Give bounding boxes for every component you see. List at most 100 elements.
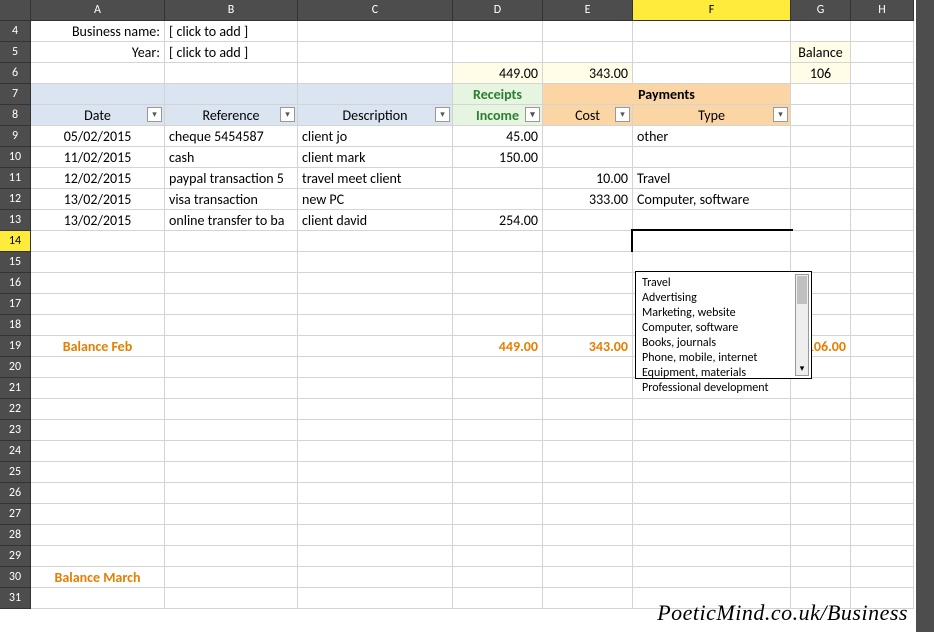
- cell[interactable]: [543, 399, 633, 420]
- cell[interactable]: [165, 546, 298, 567]
- cell[interactable]: [298, 420, 453, 441]
- cell[interactable]: [165, 63, 298, 84]
- col-hdr-B[interactable]: B: [165, 0, 298, 21]
- cell[interactable]: [851, 147, 914, 168]
- cell[interactable]: [453, 357, 543, 378]
- dropdown-option[interactable]: Books, journals: [642, 336, 805, 351]
- cell[interactable]: [543, 420, 633, 441]
- cell[interactable]: [165, 336, 298, 357]
- cell[interactable]: [31, 483, 165, 504]
- table-cell[interactable]: 254.00: [453, 210, 543, 231]
- cell[interactable]: [165, 399, 298, 420]
- cost-header[interactable]: Cost▾: [543, 105, 633, 126]
- cell[interactable]: [851, 567, 914, 588]
- reference-header[interactable]: Reference▾: [165, 105, 298, 126]
- table-cell[interactable]: 11/02/2015: [31, 147, 165, 168]
- cell[interactable]: [851, 21, 914, 42]
- cell[interactable]: [298, 357, 453, 378]
- row-hdr-22[interactable]: 22: [0, 399, 31, 420]
- income-header[interactable]: Income▾: [453, 105, 543, 126]
- cell[interactable]: [791, 168, 851, 189]
- table-cell[interactable]: visa transaction: [165, 189, 298, 210]
- cell[interactable]: [851, 210, 914, 231]
- table-cell[interactable]: online transfer to ba: [165, 210, 298, 231]
- cell[interactable]: [453, 42, 543, 63]
- dropdown-option[interactable]: Advertising: [642, 291, 805, 306]
- table-cell[interactable]: 05/02/2015: [31, 126, 165, 147]
- row-hdr-10[interactable]: 10: [0, 147, 31, 168]
- cell[interactable]: [851, 42, 914, 63]
- cell[interactable]: [543, 462, 633, 483]
- filter-icon[interactable]: ▾: [615, 107, 630, 122]
- cell[interactable]: [851, 105, 914, 126]
- cell[interactable]: [31, 441, 165, 462]
- cell[interactable]: [633, 252, 791, 273]
- cell[interactable]: [543, 294, 633, 315]
- cell[interactable]: [298, 63, 453, 84]
- cell[interactable]: [851, 252, 914, 273]
- cell[interactable]: [543, 315, 633, 336]
- table-cell[interactable]: [633, 147, 791, 168]
- cell[interactable]: [453, 273, 543, 294]
- cell[interactable]: [633, 399, 791, 420]
- cell[interactable]: [31, 294, 165, 315]
- cell[interactable]: [453, 420, 543, 441]
- type-dropdown-list[interactable]: ▾ Travel Advertising Marketing, website …: [635, 271, 812, 379]
- cell[interactable]: [791, 420, 851, 441]
- table-cell[interactable]: [543, 126, 633, 147]
- cell[interactable]: [791, 210, 851, 231]
- row-hdr-18[interactable]: 18: [0, 315, 31, 336]
- cell[interactable]: [31, 357, 165, 378]
- row-hdr-16[interactable]: 16: [0, 273, 31, 294]
- cell[interactable]: [543, 357, 633, 378]
- cell[interactable]: [453, 231, 543, 252]
- table-cell[interactable]: 45.00: [453, 126, 543, 147]
- cell[interactable]: [633, 441, 791, 462]
- cell[interactable]: [851, 63, 914, 84]
- cell[interactable]: [453, 462, 543, 483]
- cell[interactable]: [633, 21, 791, 42]
- cell[interactable]: [851, 273, 914, 294]
- row-hdr-8[interactable]: 8: [0, 105, 31, 126]
- table-cell[interactable]: client jo: [298, 126, 453, 147]
- cell[interactable]: [31, 273, 165, 294]
- cell[interactable]: [31, 546, 165, 567]
- cell[interactable]: [633, 63, 791, 84]
- table-cell[interactable]: 12/02/2015: [31, 168, 165, 189]
- cell[interactable]: [851, 357, 914, 378]
- col-hdr-G[interactable]: G: [791, 0, 851, 21]
- cell[interactable]: [791, 546, 851, 567]
- col-hdr-H[interactable]: H: [851, 0, 914, 21]
- cell[interactable]: [165, 420, 298, 441]
- table-cell[interactable]: travel meet client: [298, 168, 453, 189]
- row-hdr-4[interactable]: 4: [0, 21, 31, 42]
- active-cell-F14[interactable]: ▾: [633, 231, 791, 252]
- col-hdr-C[interactable]: C: [298, 0, 453, 21]
- cell[interactable]: [851, 84, 914, 105]
- filter-icon[interactable]: ▾: [280, 107, 295, 122]
- cell[interactable]: [633, 525, 791, 546]
- table-cell[interactable]: 13/02/2015: [31, 210, 165, 231]
- cell[interactable]: [165, 273, 298, 294]
- table-cell[interactable]: [543, 147, 633, 168]
- type-header[interactable]: Type▾: [633, 105, 791, 126]
- table-cell[interactable]: [453, 168, 543, 189]
- cell[interactable]: [851, 399, 914, 420]
- row-hdr-24[interactable]: 24: [0, 441, 31, 462]
- cell[interactable]: [791, 189, 851, 210]
- cell[interactable]: [791, 504, 851, 525]
- cell[interactable]: [791, 441, 851, 462]
- cell[interactable]: [791, 84, 851, 105]
- cell[interactable]: [543, 588, 633, 609]
- year-input[interactable]: [ click to add ]: [165, 42, 298, 63]
- cell[interactable]: [298, 294, 453, 315]
- cell[interactable]: [851, 315, 914, 336]
- cell[interactable]: [31, 420, 165, 441]
- dropdown-option[interactable]: Computer, software: [642, 321, 805, 336]
- cell[interactable]: [633, 420, 791, 441]
- cell[interactable]: [851, 189, 914, 210]
- row-hdr-25[interactable]: 25: [0, 462, 31, 483]
- row-hdr-7[interactable]: 7: [0, 84, 31, 105]
- table-cell[interactable]: [543, 210, 633, 231]
- row-hdr-27[interactable]: 27: [0, 504, 31, 525]
